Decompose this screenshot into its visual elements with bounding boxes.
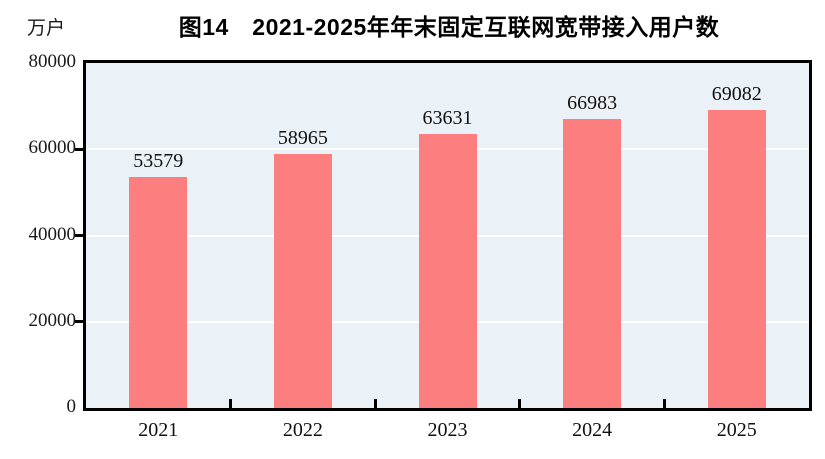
bar-value-label-2023: 63631 [422,106,473,129]
x-axis-tick [373,399,377,408]
y-axis-unit-label: 万户 [27,18,66,39]
x-axis-tick [662,399,666,408]
bar-2025 [707,110,766,408]
plot-inner-region: 53579 58965 63631 66983 69082 [86,63,809,408]
x-axis-tick [518,399,522,408]
bar-value-label-2025: 69082 [711,83,762,106]
bar-value-label-2021: 53579 [133,149,184,172]
bar-2023 [418,133,477,408]
chart-title: 图14 2021-2025年年末固定互联网宽带接入用户数 [178,14,720,40]
y-tick-label-20000: 20000 [28,309,77,331]
bar-2024 [563,119,622,408]
y-tick-label-80000: 80000 [28,51,77,72]
y-axis-tick [75,320,83,324]
y-tick-label-60000: 60000 [28,137,77,159]
x-axis-tick [229,399,233,408]
x-category-label-2023: 2023 [427,419,468,441]
bar-value-label-2024: 66983 [567,92,618,115]
x-category-label-2022: 2022 [282,419,323,441]
plot-area: 53579 58965 63631 66983 69082 [83,60,812,411]
x-category-label-2025: 2025 [716,419,757,441]
bar-2022 [273,153,332,408]
bar-2021 [129,176,188,408]
y-axis-tick [75,234,83,237]
y-tick-label-40000: 40000 [28,223,77,245]
x-category-label-2021: 2021 [138,419,179,441]
bar-value-label-2022: 58965 [277,126,328,149]
x-category-label-2024: 2024 [572,419,613,441]
y-tick-label-0: 0 [66,396,77,417]
y-axis-tick [75,147,83,151]
